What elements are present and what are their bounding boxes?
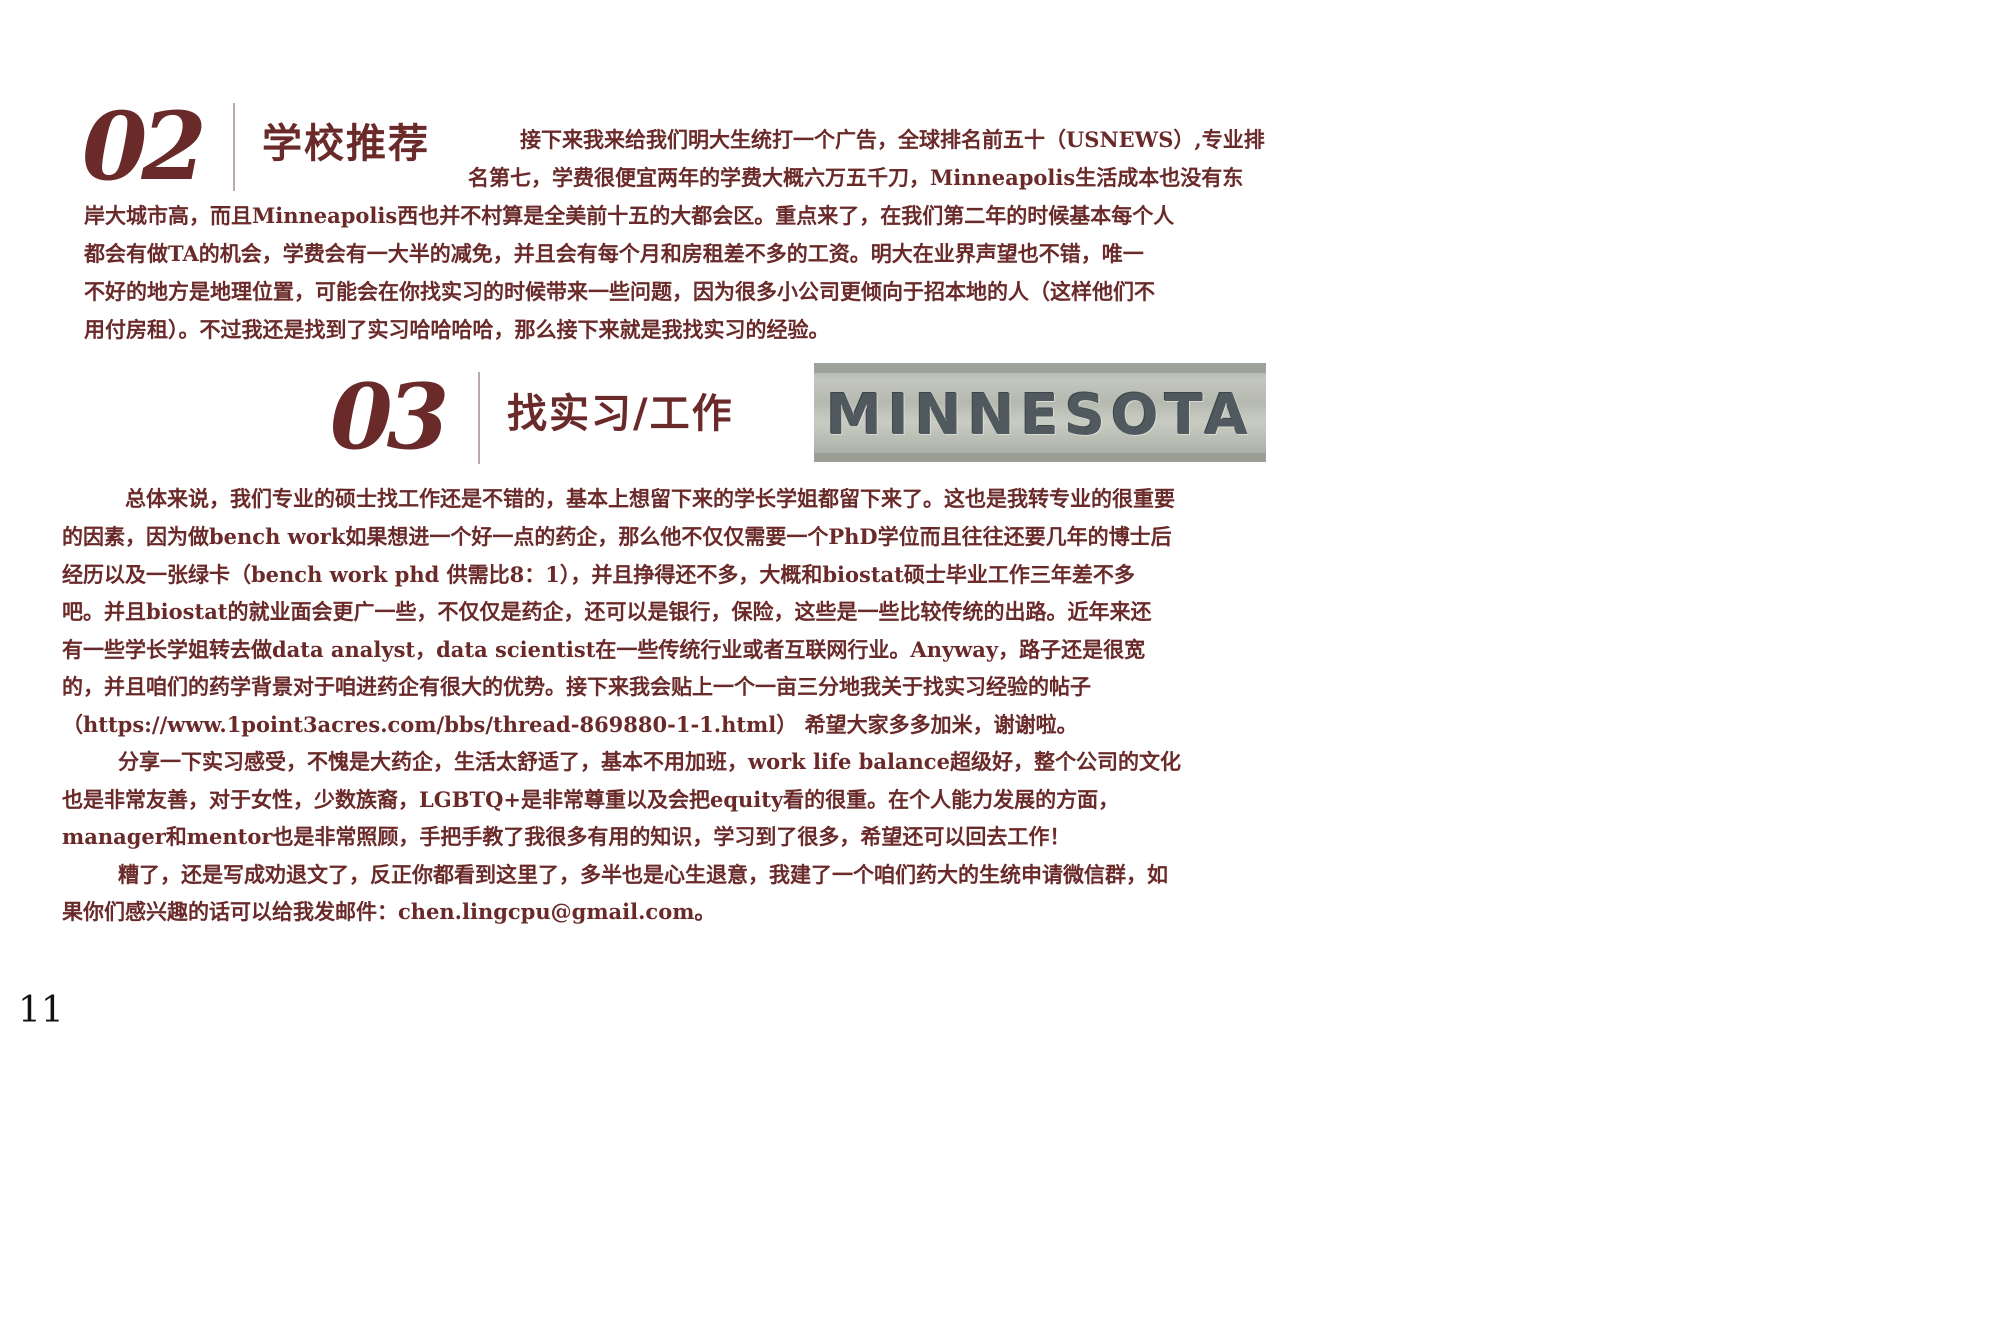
- photo-engraved-text: MINNESOTA: [826, 383, 1254, 448]
- photo-stone-band-top: [814, 363, 1266, 373]
- section-02-number: 02: [82, 92, 207, 202]
- section-03-line-11: 糟了，还是写成劝退文了，反正你都看到这里了，多半也是心生退意，我建了一个咱们药大…: [118, 862, 1168, 887]
- section-03-line-3: 经历以及一张绿卡（bench work phd 供需比8：1），并且挣得还不多，…: [62, 562, 1135, 587]
- section-03-email-line: 果你们感兴趣的话可以给我发邮件：chen.lingcpu@gmail.com。: [62, 899, 716, 924]
- section-02-line-4: 都会有做TA的机会，学费会有一大半的减免，并且会有每个月和房租差不多的工资。明大…: [84, 241, 1144, 266]
- section-02-line-6: 用付房租）。不过我还是找到了实习哈哈哈哈，那么接下来就是我找实习的经验。: [84, 317, 830, 342]
- section-02-divider: [233, 103, 235, 191]
- section-03-number: 03: [330, 364, 449, 470]
- section-03-line-4: 吧。并且biostat的就业面会更广一些，不仅仅是药企，还可以是银行，保险，这些…: [62, 599, 1152, 624]
- section-03-line-6: 的，并且咱们的药学背景对于咱进药企有很大的优势。接下来我会贴上一个一亩三分地我关…: [62, 674, 1091, 699]
- section-03-line-2: 的因素，因为做bench work如果想进一个好一点的药企，那么他不仅仅需要一个…: [62, 524, 1172, 549]
- section-02-line-3: 岸大城市高，而且Minneapolis西也并不村算是全美前十五的大都会区。重点来…: [84, 203, 1175, 228]
- section-03-link-line: （https://www.1point3acres.com/bbs/thread…: [62, 712, 1078, 737]
- section-03-line-10: manager和mentor也是非常照顾，手把手教了我很多有用的知识，学习到了很…: [62, 824, 1071, 849]
- minnesota-photo: MINNESOTA: [814, 363, 1266, 462]
- section-03-line-8: 分享一下实习感受，不愧是大药企，生活太舒适了，基本不用加班，work life …: [118, 749, 1181, 774]
- section-03-line-5: 有一些学长学姐转去做data analyst，data scientist在一些…: [62, 637, 1146, 662]
- section-02-title: 学校推荐: [262, 121, 430, 167]
- section-03-title: 找实习/工作: [507, 391, 734, 437]
- section-03-line-1: 总体来说，我们专业的硕士找工作还是不错的，基本上想留下来的学长学姐都留下来了。这…: [125, 486, 1175, 511]
- section-02-line-5: 不好的地方是地理位置，可能会在你找实习的时候带来一些问题，因为很多小公司更倾向于…: [84, 279, 1155, 304]
- section-03-line-9: 也是非常友善，对于女性，少数族裔，LGBTQ+是非常尊重以及会把equity看的…: [62, 787, 1120, 812]
- section-02-line-1: 接下来我来给我们明大生统打一个广告，全球排名前五十（USNEWS）,专业排: [520, 127, 1265, 152]
- section-02-line-2: 名第七，学费很便宜两年的学费大概六万五千刀，Minneapolis生活成本也没有…: [468, 165, 1244, 190]
- section-03-divider: [478, 372, 480, 464]
- photo-stone-band-bottom: [814, 453, 1266, 462]
- page-number: 11: [18, 990, 64, 1031]
